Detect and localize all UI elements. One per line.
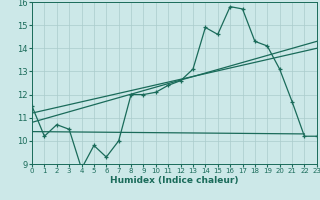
X-axis label: Humidex (Indice chaleur): Humidex (Indice chaleur)	[110, 176, 239, 185]
